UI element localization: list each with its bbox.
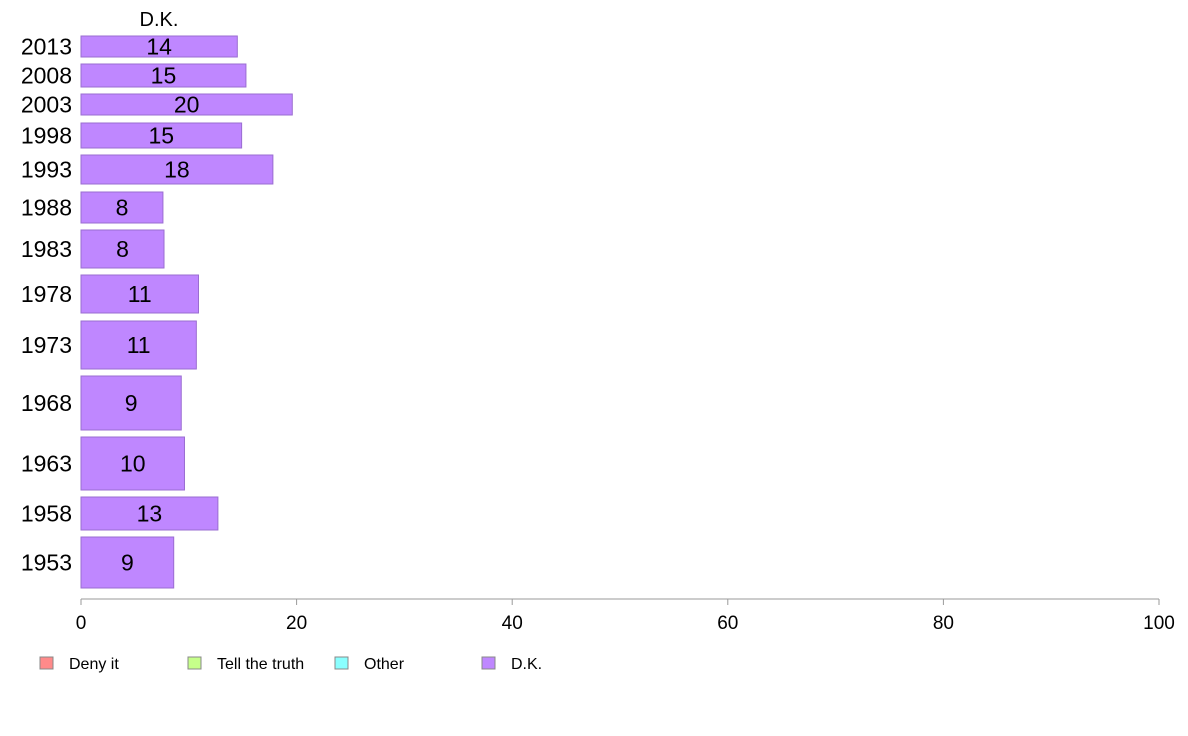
x-tick-label-0: 0 — [76, 613, 87, 634]
column-title: D.K. — [140, 9, 179, 31]
value-label-1953: 9 — [121, 550, 134, 576]
x-tick-label-20: 20 — [286, 613, 307, 634]
x-tick-label-40: 40 — [502, 613, 523, 634]
value-label-1978: 11 — [128, 281, 152, 307]
value-label-1998: 15 — [149, 123, 175, 149]
category-label-1953: 1953 — [21, 550, 72, 576]
legend-swatch-d-k — [481, 656, 496, 670]
value-label-1973: 11 — [127, 332, 151, 358]
value-label-1993: 18 — [164, 157, 190, 183]
legend-label-d-k: D.K. — [511, 656, 542, 673]
bar-2008 — [80, 63, 247, 88]
bar-2003 — [80, 93, 293, 116]
bar-1973 — [80, 320, 197, 370]
category-label-2003: 2003 — [21, 92, 72, 118]
legend-swatch-tell-the-truth — [187, 656, 202, 670]
value-label-1983: 8 — [116, 236, 129, 262]
legend-swatch-other — [334, 656, 349, 670]
category-label-1988: 1988 — [21, 195, 72, 221]
value-label-2003: 20 — [174, 92, 200, 118]
bars — [80, 35, 293, 589]
legend-label-tell-the-truth: Tell the truth — [217, 656, 304, 673]
x-axis: 0 20 40 60 80 100 — [76, 598, 1175, 634]
x-tick-label-100: 100 — [1143, 613, 1175, 634]
legend-swatch-deny-it — [39, 656, 54, 670]
bar-1978 — [80, 274, 200, 314]
legend: Deny it Tell the truth Other D.K. — [39, 656, 542, 673]
bar-1988 — [80, 191, 164, 224]
bar-1993 — [80, 154, 274, 185]
value-label-1968: 9 — [125, 390, 138, 416]
bar-1958 — [80, 496, 219, 531]
bar-1953 — [80, 536, 175, 589]
category-label-1983: 1983 — [21, 236, 72, 262]
value-label-1963: 10 — [120, 451, 146, 477]
category-label-1973: 1973 — [21, 332, 72, 358]
category-label-1998: 1998 — [21, 123, 72, 149]
x-tick-label-60: 60 — [717, 613, 738, 634]
category-labels: 2013 2008 2003 1998 1993 1988 1983 1978 1973 1968… — [21, 34, 72, 576]
bar-1983 — [80, 229, 165, 269]
category-label-1958: 1958 — [21, 501, 72, 527]
category-label-2013: 2013 — [21, 34, 72, 60]
x-tick-label-80: 80 — [933, 613, 954, 634]
bar-2013 — [80, 35, 238, 58]
bar-1963 — [80, 436, 185, 491]
category-label-2008: 2008 — [21, 63, 72, 89]
bar-1998 — [80, 122, 243, 149]
category-label-1963: 1963 — [21, 451, 72, 477]
category-label-1978: 1978 — [21, 281, 72, 307]
value-label-1958: 13 — [137, 501, 163, 527]
bar-1968 — [80, 375, 182, 431]
value-label-1988: 8 — [116, 195, 129, 221]
category-label-1993: 1993 — [21, 157, 72, 183]
legend-label-deny-it: Deny it — [69, 656, 119, 673]
category-label-1968: 1968 — [21, 390, 72, 416]
value-label-2013: 14 — [146, 34, 172, 60]
value-label-2008: 15 — [151, 63, 177, 89]
legend-label-other: Other — [364, 656, 405, 673]
